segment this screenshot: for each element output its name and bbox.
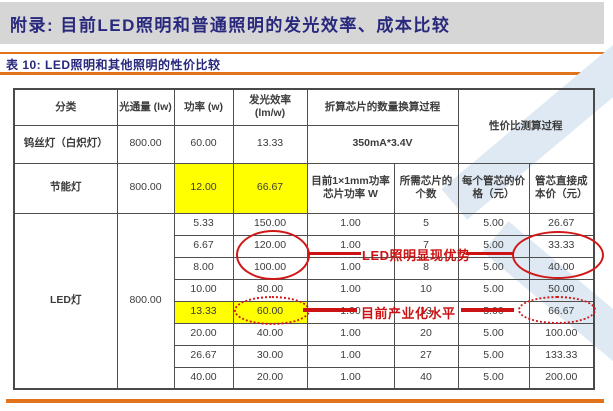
cfl-efficiency: 66.67 bbox=[232, 162, 308, 214]
led-power: 26.67 bbox=[173, 344, 234, 368]
tungsten-power: 60.00 bbox=[173, 124, 234, 164]
led-row: LED灯 800.00 5.33 150.00 1.00 5 5.00 26.6… bbox=[13, 212, 595, 390]
led-power: 5.33 bbox=[173, 212, 234, 236]
led-chip-cost: 133.33 bbox=[528, 344, 595, 368]
sub-header-chip-power: 目前1×1mm功率芯片功率 W bbox=[306, 162, 395, 214]
led-chip-price: 5.00 bbox=[457, 366, 530, 390]
col-header-chip-conversion: 折算芯片的数量换算过程 bbox=[306, 88, 459, 126]
led-chip-power: 1.00 bbox=[306, 278, 395, 302]
page-title: 附录: 目前LED照明和普通照明的发光效率、成本比较 bbox=[10, 15, 451, 35]
divider-line-bottom bbox=[6, 399, 604, 403]
led-chip-count: 10 bbox=[393, 278, 459, 302]
red-ellipse-solid-cost bbox=[512, 231, 604, 279]
led-chip-price: 5.00 bbox=[457, 278, 530, 302]
col-header-efficiency: 发光效率 (lm/w) bbox=[232, 88, 308, 126]
led-chip-count: 5 bbox=[393, 212, 459, 236]
led-chip-power: 1.00 bbox=[306, 212, 395, 236]
led-power: 20.00 bbox=[173, 322, 234, 346]
led-chip-power: 1.00 bbox=[306, 234, 395, 258]
red-ellipse-dotted-efficiency bbox=[234, 296, 310, 325]
led-power: 8.00 bbox=[173, 256, 234, 280]
led-chip-count: 27 bbox=[393, 344, 459, 368]
title-bar: 附录: 目前LED照明和普通照明的发光效率、成本比较 bbox=[0, 2, 604, 44]
led-efficiency: 20.00 bbox=[232, 366, 308, 390]
led-chip-power: 1.00 bbox=[306, 366, 395, 390]
sub-header-chip-price: 每个管芯的价格（元） bbox=[457, 162, 530, 214]
annotation-advantage-label: LED照明显现优势 bbox=[362, 248, 471, 263]
row-label-cfl: 节能灯 bbox=[13, 162, 118, 214]
annotation-line bbox=[466, 252, 514, 255]
led-chip-power: 1.00 bbox=[306, 344, 395, 368]
led-chip-price: 5.00 bbox=[457, 344, 530, 368]
col-header-power: 功率 (w) bbox=[173, 88, 234, 126]
led-row: 40.00 20.00 1.00 40 5.00 200.00 bbox=[14, 366, 595, 390]
led-power: 10.00 bbox=[173, 278, 234, 302]
cfl-flux: 800.00 bbox=[116, 162, 175, 214]
led-power: 13.33 bbox=[173, 300, 234, 324]
annotation-line bbox=[461, 308, 514, 312]
led-chip-power: 1.00 bbox=[306, 322, 395, 346]
tungsten-chip-note: 350mA*3.4V bbox=[306, 124, 459, 164]
led-efficiency: 40.00 bbox=[232, 322, 308, 346]
led-chip-cost: 200.00 bbox=[528, 366, 595, 390]
divider-line-top bbox=[0, 52, 606, 54]
led-chip-count: 40 bbox=[393, 366, 459, 390]
divider-line-mid bbox=[0, 72, 606, 75]
led-efficiency: 30.00 bbox=[232, 344, 308, 368]
led-row: 10.00 80.00 1.00 10 5.00 50.00 bbox=[14, 278, 595, 302]
led-chip-price: 5.00 bbox=[457, 212, 530, 236]
led-chip-price: 5.00 bbox=[457, 322, 530, 346]
row-label-tungsten: 钨丝灯（白炽灯） bbox=[13, 124, 118, 164]
led-chip-count: 20 bbox=[393, 322, 459, 346]
annotation-line bbox=[303, 308, 357, 312]
led-power: 40.00 bbox=[173, 366, 234, 390]
table-caption: 表 10: LED照明和其他照明的性价比较 bbox=[6, 58, 221, 72]
tungsten-efficiency: 13.33 bbox=[232, 124, 308, 164]
tungsten-flux: 800.00 bbox=[116, 124, 175, 164]
comparison-table: 分类 光通量 (lw) 功率 (w) 发光效率 (lm/w) 折算芯片的数量换算… bbox=[13, 88, 595, 390]
col-header-flux: 光通量 (lw) bbox=[116, 88, 175, 126]
led-power: 6.67 bbox=[173, 234, 234, 258]
col-header-category: 分类 bbox=[13, 88, 118, 126]
led-chip-cost: 100.00 bbox=[528, 322, 595, 346]
led-row: 26.67 30.00 1.00 27 5.00 133.33 bbox=[14, 344, 595, 368]
red-ellipse-dotted-cost bbox=[518, 296, 596, 324]
annotation-industry-label: 目前产业化水平 bbox=[361, 306, 456, 321]
row-label-led: LED灯 bbox=[13, 212, 118, 390]
led-flux: 800.00 bbox=[116, 212, 175, 390]
col-header-value-calc: 性价比测算过程 bbox=[457, 88, 595, 164]
sub-header-chip-count: 所需芯片的个数 bbox=[393, 162, 459, 214]
annotation-line bbox=[309, 252, 361, 255]
red-ellipse-solid-efficiency bbox=[236, 230, 310, 280]
sub-header-chip-cost: 管芯直接成本价（元） bbox=[528, 162, 595, 214]
cfl-power: 12.00 bbox=[173, 162, 234, 214]
